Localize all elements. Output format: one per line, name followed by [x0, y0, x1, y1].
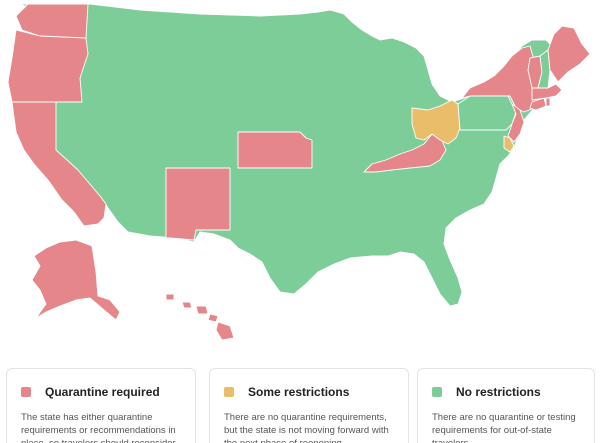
- state-me[interactable]: [547, 25, 591, 83]
- us-travel-restrictions-map: [7, 3, 591, 341]
- state-de[interactable]: [503, 135, 515, 153]
- legend: Quarantine required The state has either…: [0, 368, 600, 443]
- legend-card-some-restrictions: Some restrictions There are no quarantin…: [209, 368, 409, 443]
- state-nm[interactable]: [165, 167, 231, 241]
- legend-description: The state has either quarantine requirem…: [21, 412, 176, 443]
- quarantine-swatch-icon: [21, 387, 31, 397]
- state-ak[interactable]: [31, 239, 121, 321]
- us-map-svg: [7, 3, 591, 341]
- state-pa[interactable]: [457, 95, 517, 131]
- legend-title: Some restrictions: [248, 385, 350, 399]
- state-nj[interactable]: [507, 103, 525, 143]
- legend-card-quarantine: Quarantine required The state has either…: [6, 368, 196, 443]
- state-ri[interactable]: [545, 97, 551, 107]
- state-hi[interactable]: [165, 293, 235, 341]
- state-oh[interactable]: [411, 99, 461, 145]
- state-ks[interactable]: [237, 131, 313, 169]
- legend-description: There are no quarantine or testing requi…: [432, 412, 576, 443]
- legend-card-no-restrictions: No restrictions There are no quarantine …: [417, 368, 595, 443]
- legend-description: There are no quarantine requirements, bu…: [224, 412, 389, 443]
- legend-title: Quarantine required: [45, 385, 160, 399]
- legend-title: No restrictions: [456, 385, 541, 399]
- state-or[interactable]: [7, 29, 89, 103]
- state-ca[interactable]: [11, 101, 107, 227]
- no-restrictions-swatch-icon: [432, 387, 442, 397]
- some-restrictions-swatch-icon: [224, 387, 234, 397]
